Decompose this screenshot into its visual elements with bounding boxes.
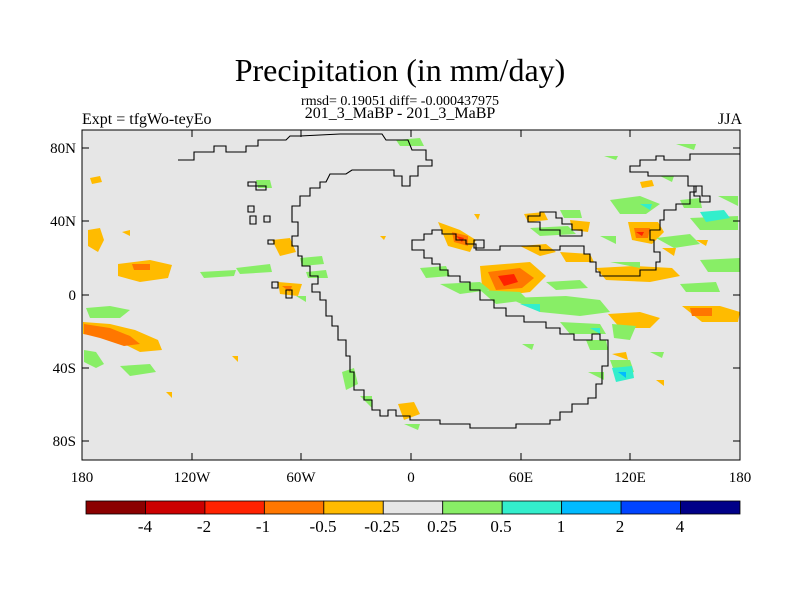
lon-tick-label: 120W [174,470,212,486]
colorbar [85,500,741,515]
lat-tick-label: 40N [50,214,76,230]
colorbar-swatch [204,500,265,515]
lon-tick-label: 120E [614,470,646,486]
colorbar-swatch [145,500,206,515]
colorbar-label: -2 [197,517,211,536]
colorbar-label: 0.25 [427,517,457,536]
lon-tick-label: 180 [729,470,752,486]
colorbar-label: -0.5 [310,517,337,536]
lon-tick-label: 180 [71,470,94,486]
colorbar-label: 1 [557,517,566,536]
map-title: Precipitation (in mm/day) [234,52,566,88]
colorbar-label: -0.25 [364,517,399,536]
colorbar-swatch [263,500,325,515]
stats-text: rmsd= 0.19051 diff= -0.000437975 [301,94,499,109]
lat-tick-label: 80N [50,141,76,157]
colorbar-label: 0.5 [490,517,511,536]
colorbar-swatch [323,500,384,515]
lat-tick-label: 0 [69,288,77,304]
colorbar-swatch [382,500,444,515]
colorbar-label: 2 [616,517,625,536]
colorbar-swatch [620,500,681,515]
tick-marks [81,130,741,460]
colorbar-swatch [501,500,563,515]
colorbar-label: 4 [676,517,685,536]
season-label: JJA [717,111,742,128]
colorbar-label: -1 [256,517,270,536]
experiment-label: Expt = tfgWo-teyEo [82,111,212,128]
map-subtitle: 201_3_MaBP - 201_3_MaBP [304,105,496,122]
colorbar-label: -4 [138,517,153,536]
colorbar-swatch [561,500,622,515]
colorbar-swatch [680,500,741,515]
colorbar-swatch [442,500,503,515]
lat-tick-label: 80S [53,434,76,450]
lon-tick-label: 60E [509,470,533,486]
colorbar-swatch [85,500,146,515]
coastline [178,133,740,429]
lat-tick-label: 40S [53,361,76,377]
lon-tick-label: 0 [407,470,415,486]
lon-tick-label: 60W [286,470,316,486]
